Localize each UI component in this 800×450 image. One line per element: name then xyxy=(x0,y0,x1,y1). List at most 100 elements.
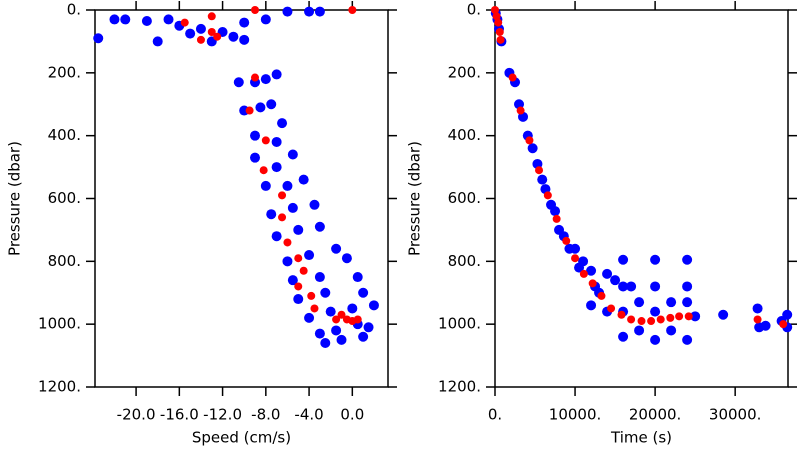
data-point xyxy=(782,309,793,320)
data-point xyxy=(287,149,298,160)
data-point xyxy=(213,32,222,41)
data-point xyxy=(752,303,763,314)
y-tick-label: 400. xyxy=(448,126,481,144)
data-point xyxy=(207,27,216,36)
data-point xyxy=(287,202,298,213)
data-point xyxy=(508,73,517,82)
data-point xyxy=(331,243,342,254)
data-point xyxy=(358,287,369,298)
data-point xyxy=(650,281,661,292)
data-point xyxy=(337,310,346,319)
data-point xyxy=(634,325,645,336)
data-point xyxy=(666,297,677,308)
data-point xyxy=(180,18,189,27)
data-point xyxy=(690,311,701,322)
data-point xyxy=(163,14,174,25)
data-point xyxy=(586,300,597,311)
data-point xyxy=(682,334,693,345)
data-point xyxy=(266,209,277,220)
data-point xyxy=(352,272,363,283)
data-point xyxy=(579,269,588,278)
data-point xyxy=(516,106,525,115)
data-point xyxy=(618,331,629,342)
data-point xyxy=(543,191,552,200)
x-axis-label: Time (s) xyxy=(610,429,672,447)
data-point xyxy=(494,18,503,27)
data-point xyxy=(141,15,152,26)
data-point xyxy=(491,6,499,14)
data-point xyxy=(627,315,636,324)
data-point xyxy=(294,254,303,263)
data-point xyxy=(666,325,677,336)
y-axis-label: Pressure (dbar) xyxy=(406,141,424,256)
x-axis-label: Speed (cm/s) xyxy=(192,429,291,447)
data-point xyxy=(298,174,309,185)
data-point xyxy=(363,322,374,333)
data-point xyxy=(492,12,501,21)
data-point xyxy=(552,214,561,223)
data-point xyxy=(185,28,196,39)
data-point xyxy=(571,254,580,263)
data-point xyxy=(309,199,320,210)
data-point xyxy=(358,331,369,342)
x-tick-label: 0. xyxy=(488,406,502,424)
data-point xyxy=(310,304,319,313)
data-point xyxy=(255,102,266,113)
data-point xyxy=(251,73,260,82)
data-point xyxy=(251,6,260,14)
data-point xyxy=(682,254,693,265)
data-point xyxy=(666,313,675,322)
y-tick-label: 0. xyxy=(467,1,481,19)
data-point xyxy=(348,6,357,14)
data-point xyxy=(278,191,287,200)
x-tick-label: -8.0 xyxy=(251,406,280,424)
data-point xyxy=(602,268,613,279)
data-point xyxy=(195,23,206,34)
data-point xyxy=(496,35,505,44)
data-point xyxy=(282,180,293,191)
data-point xyxy=(233,77,244,88)
y-tick-label: 200. xyxy=(448,63,481,81)
data-point xyxy=(304,6,315,17)
data-point xyxy=(250,152,261,163)
data-point xyxy=(353,315,362,324)
x-tick-label: 30000. xyxy=(709,406,762,424)
x-tick-label: -12.0 xyxy=(203,406,242,424)
data-point xyxy=(228,31,239,42)
data-point xyxy=(239,17,250,28)
data-point xyxy=(637,317,646,326)
x-tick-label: -16.0 xyxy=(160,406,199,424)
data-point xyxy=(779,320,788,329)
y-tick-label: 1200. xyxy=(438,378,481,396)
data-point xyxy=(588,279,597,288)
y-tick-label: 600. xyxy=(448,189,481,207)
data-point xyxy=(650,334,661,345)
data-point xyxy=(283,238,292,247)
y-tick-label: 800. xyxy=(48,252,81,270)
data-point xyxy=(527,143,538,154)
data-point xyxy=(607,304,616,313)
data-point xyxy=(718,309,729,320)
data-point xyxy=(368,300,379,311)
data-point xyxy=(271,136,282,147)
x-tick-label: -4.0 xyxy=(294,406,323,424)
data-point xyxy=(617,310,626,319)
data-point xyxy=(293,224,304,235)
data-point xyxy=(271,231,282,242)
data-point xyxy=(753,315,762,324)
data-point xyxy=(495,27,504,36)
data-point xyxy=(650,306,661,317)
data-point xyxy=(304,250,315,261)
plot-frame xyxy=(94,9,389,388)
data-point xyxy=(341,253,352,264)
y-tick-label: 200. xyxy=(48,63,81,81)
y-axis-label: Pressure (dbar) xyxy=(6,141,24,256)
data-point xyxy=(650,254,661,265)
data-point xyxy=(537,174,548,185)
data-point xyxy=(282,256,293,267)
data-point xyxy=(320,338,331,349)
data-point xyxy=(314,272,325,283)
data-point xyxy=(314,221,325,232)
data-point xyxy=(260,14,271,25)
